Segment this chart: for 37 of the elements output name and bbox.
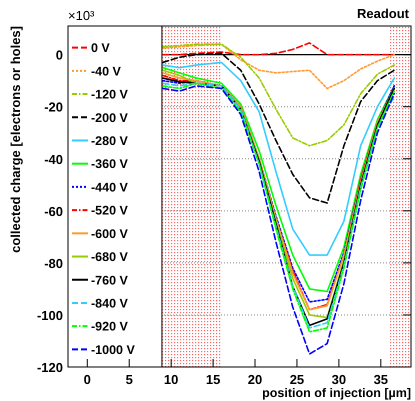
line-series [162,43,396,147]
legend-label: -760 V [91,273,128,288]
x-tick-label: 15 [206,372,220,387]
legend-label: -1000 V [91,342,136,357]
legend-label: -200 V [91,110,128,125]
y-tick-label: -80 [44,256,63,271]
x-axis-title: position of injection [µm] [262,386,411,400]
legend-label: 0 V [91,41,110,56]
x-tick-label: 25 [290,372,304,387]
x-tick-label: 35 [374,372,388,387]
y-tick-label: -40 [44,152,63,167]
legend-label: -40 V [91,64,122,78]
legend-label: -840 V [91,296,128,310]
x-tick-label: 0 [84,372,91,387]
y-tick-label: -120 [36,360,63,375]
legend-label: -680 V [91,250,128,264]
y-tick-label: -100 [36,308,63,323]
x-tick-label: 30 [332,372,346,387]
line-series [162,42,396,56]
legend-label: -920 V [91,320,128,334]
text: ×10³ [68,8,96,23]
y-tick-label: -60 [44,204,63,219]
legend-label: -520 V [91,204,128,218]
x-tick-label: 5 [126,372,133,387]
legend-label: -120 V [91,88,128,102]
legend-label: -360 V [91,157,128,172]
band-label: Readout [357,6,410,21]
y-tick-label: -20 [44,100,63,115]
y-tick-label: 0 [56,48,63,63]
x-tick-label: 10 [164,372,178,387]
legend-label: -440 V [91,180,128,194]
y-axis-title: collected charge [electrons or holes] [8,26,23,253]
x-tick-label: 20 [248,372,262,387]
line-series [162,43,396,90]
line-series [162,62,396,256]
legend-label: -600 V [91,226,128,241]
legend-label: -280 V [91,134,128,148]
